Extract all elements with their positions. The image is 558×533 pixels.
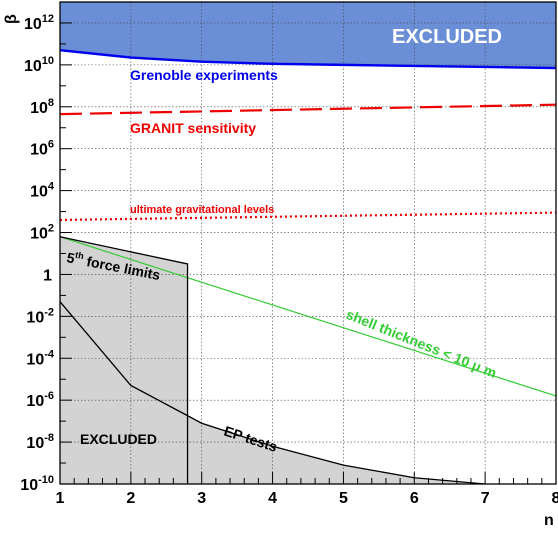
granit-label: GRANIT sensitivity bbox=[130, 120, 256, 136]
grenoble-line bbox=[59, 49, 557, 70]
y-tick-label: 108 bbox=[30, 97, 54, 117]
x-axis-title: n bbox=[544, 512, 554, 529]
grid-layer bbox=[60, 2, 556, 484]
y-tick-label: 1012 bbox=[24, 13, 54, 33]
plot-frame bbox=[59, 1, 557, 485]
x-tick-label: 5 bbox=[339, 490, 348, 507]
x-tick-label: 4 bbox=[268, 490, 277, 507]
y-tick-label: 106 bbox=[30, 139, 54, 159]
excluded-region-top bbox=[60, 2, 556, 69]
x-tick-label: 6 bbox=[410, 490, 419, 507]
fill-layer bbox=[60, 2, 556, 484]
y-tick-label: 1010 bbox=[24, 55, 54, 75]
y-tick-label: 1 bbox=[43, 267, 52, 284]
excluded-region-bottom bbox=[60, 236, 486, 484]
ticks-layer bbox=[59, 22, 557, 485]
grenoble-label: Grenoble experiments bbox=[130, 67, 278, 83]
x-tick-label: 2 bbox=[126, 490, 135, 507]
excluded-bottom-label: EXCLUDED bbox=[80, 431, 157, 447]
granit-line bbox=[59, 103, 557, 116]
y-tick-label: 10-2 bbox=[26, 306, 54, 326]
ultimate-label: ultimate gravitational levels bbox=[130, 204, 274, 216]
fifth-force-line bbox=[59, 236, 189, 484]
y-axis-title: β bbox=[3, 14, 20, 24]
y-tick-label: 10-4 bbox=[26, 348, 54, 368]
x-tick-label: 7 bbox=[481, 490, 490, 507]
y-tick-label: 104 bbox=[30, 181, 55, 201]
x-tick-label: 3 bbox=[197, 490, 206, 507]
frame-layer bbox=[59, 1, 557, 485]
y-tick-label: 10-10 bbox=[20, 474, 54, 494]
y-tick-label: 10-8 bbox=[26, 432, 54, 452]
y-tick-label: 102 bbox=[30, 223, 54, 243]
x-tick-label: 8 bbox=[552, 490, 558, 507]
shell-line bbox=[59, 236, 557, 397]
shell-label: shell thickness < 10 μ m bbox=[344, 306, 499, 381]
excluded-top-label: EXCLUDED bbox=[392, 26, 502, 48]
x-tick-label: 1 bbox=[56, 490, 65, 507]
y-tick-label: 10-6 bbox=[26, 390, 54, 410]
